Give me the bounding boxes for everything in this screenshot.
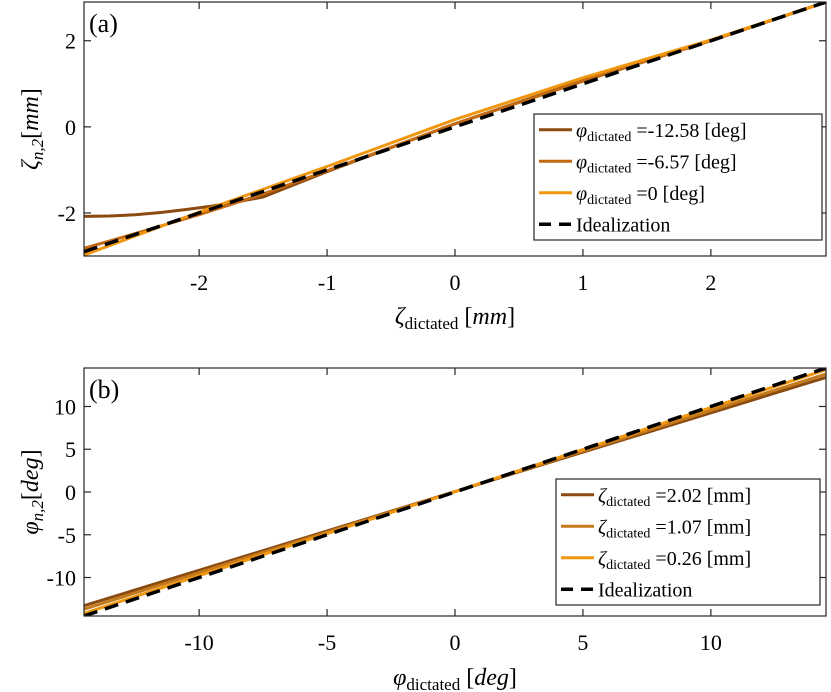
legend-entry: ζdictated =0.26 [mm]: [598, 548, 751, 573]
panel-b: -10 -5 0 5 10 -10 -5 0 5 10 (b) φdictated [deg] φn,2…: [18, 367, 827, 692]
x-tick-label: -5: [318, 630, 336, 655]
y-tick-label: -10: [47, 566, 76, 591]
legend-box: [555, 478, 821, 606]
legend-entry: φdictated =0 [deg]: [576, 183, 705, 208]
x-tick-label: 0: [450, 630, 461, 655]
legend-entry: Idealization: [598, 579, 692, 601]
y-axis-label: ζn,2[mm]: [18, 88, 47, 170]
y-tick-label: 5: [65, 437, 76, 462]
y-tick-label: -2: [58, 201, 76, 226]
legend-entry: φdictated =-6.57 [deg]: [576, 151, 737, 176]
legend-entry: φdictated =-12.58 [deg]: [576, 120, 747, 145]
legend: φdictated =-12.58 [deg] φdictated =-6.57 …: [533, 113, 823, 241]
series-line-idealization: [84, 368, 826, 616]
panel-a: -2 -1 0 1 2 -2 0 2 (a) ζdictated [mm] ζn,2[mm] φdic…: [18, 1, 827, 333]
x-tick-label: -1: [318, 270, 336, 295]
legend-box: [533, 113, 823, 241]
x-tick-label: -2: [190, 270, 208, 295]
y-tick-label: 10: [54, 394, 76, 419]
x-tick-label: 2: [705, 270, 716, 295]
plot-area: [84, 368, 826, 616]
x-axis-label: φdictated [deg]: [393, 665, 517, 692]
x-tick-label: 0: [450, 270, 461, 295]
panel-label: (b): [89, 375, 119, 404]
x-axis-label: ζdictated [mm]: [395, 304, 515, 333]
panel-label: (a): [89, 9, 118, 38]
x-tick-label: 1: [577, 270, 588, 295]
legend-entry: ζdictated =1.07 [mm]: [598, 516, 751, 541]
x-tick-label: -10: [184, 630, 213, 655]
y-tick-label: -5: [58, 523, 76, 548]
x-tick-label: 10: [700, 630, 722, 655]
y-tick-label: 0: [65, 480, 76, 505]
y-tick-label: 2: [65, 29, 76, 54]
x-tick-label: 5: [577, 630, 588, 655]
legend: ζdictated =2.02 [mm] ζdictated =1.07 [mm]…: [555, 478, 821, 606]
legend-entry: Idealization: [576, 214, 670, 236]
y-tick-label: 0: [65, 115, 76, 140]
y-axis-label: φn,2[deg]: [18, 449, 47, 534]
legend-entry: ζdictated =2.02 [mm]: [598, 485, 751, 510]
plot-area: [84, 2, 826, 256]
